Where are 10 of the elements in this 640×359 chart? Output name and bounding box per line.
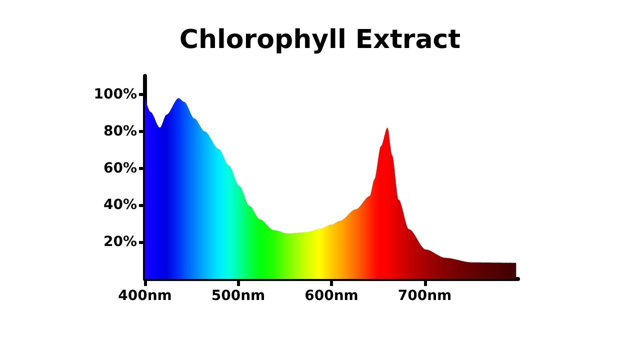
x-tick-label: 700nm [398,288,452,304]
y-tick-label: 60% [103,160,137,176]
y-tick-label: 100% [94,86,137,102]
x-tick-label: 500nm [211,288,266,304]
chart-title: Chlorophyll Extract [179,25,461,55]
y-tick-label: 80% [103,123,137,140]
y-tick-label: 40% [103,197,137,214]
x-tick-label: 400nm [118,288,172,304]
x-tick-label: 600nm [304,288,358,304]
y-tick-label: 20% [103,234,137,250]
